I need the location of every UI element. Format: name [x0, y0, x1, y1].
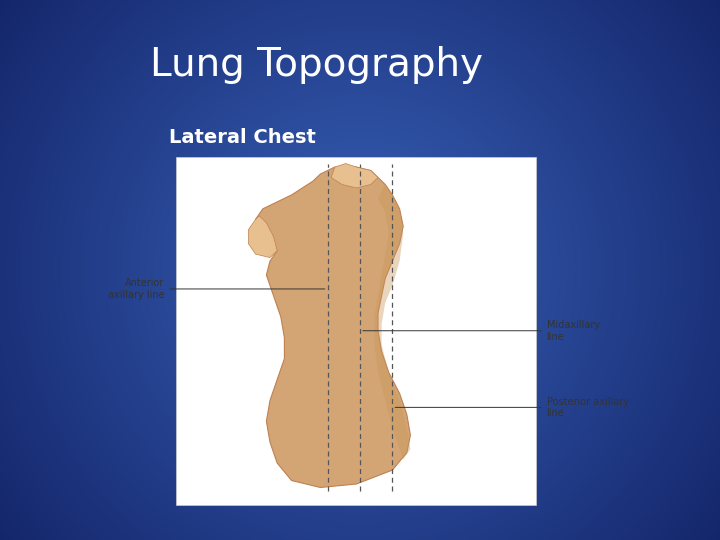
Text: Midaxillary
line: Midaxillary line — [363, 320, 600, 342]
Text: Anterior
axillary line: Anterior axillary line — [107, 278, 325, 300]
Polygon shape — [256, 167, 410, 488]
Text: Lung Topography: Lung Topography — [150, 46, 483, 84]
Polygon shape — [374, 185, 410, 460]
Bar — [176, 157, 536, 505]
Polygon shape — [248, 216, 277, 258]
Text: Lateral Chest: Lateral Chest — [169, 128, 316, 147]
Polygon shape — [331, 164, 378, 188]
Text: Posterior axillary
line: Posterior axillary line — [395, 396, 629, 418]
